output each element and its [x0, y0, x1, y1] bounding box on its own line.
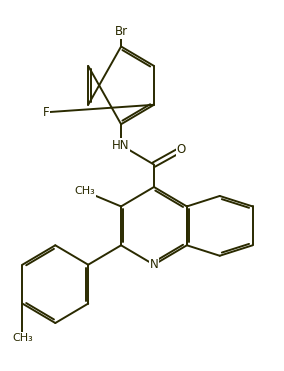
Text: HN: HN	[112, 139, 130, 152]
Text: O: O	[176, 143, 185, 156]
Text: CH₃: CH₃	[12, 333, 33, 343]
Text: F: F	[43, 106, 50, 119]
Text: CH₃: CH₃	[75, 187, 96, 197]
Text: Br: Br	[114, 25, 128, 38]
Text: N: N	[150, 258, 158, 271]
